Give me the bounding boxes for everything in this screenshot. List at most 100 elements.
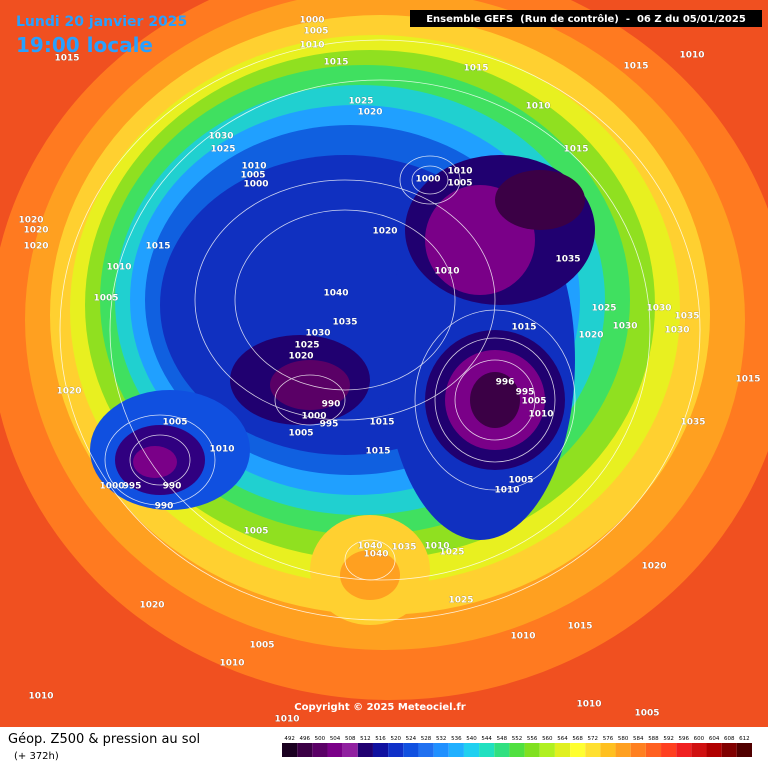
colorbar-cell — [600, 743, 616, 757]
isobar-label: 1040 — [357, 542, 382, 552]
isobar-label: 1035 — [674, 312, 699, 322]
isobar-label: 1000 — [243, 180, 268, 190]
colorbar-label: 572 — [588, 736, 599, 742]
isobar-label: 1040 — [363, 550, 388, 560]
isobar-label: 1010 — [510, 632, 535, 642]
colorbar-label: 560 — [542, 736, 553, 742]
colorbar-label: 492 — [284, 736, 295, 742]
isobar-label: 1025 — [591, 304, 616, 314]
colorbar-label: 548 — [497, 736, 508, 742]
isobar-label: 1035 — [555, 255, 580, 265]
colorbar-label: 612 — [739, 736, 750, 742]
colorbar-cell — [448, 743, 464, 757]
isobar-label: 1035 — [680, 418, 705, 428]
isobar-label: 1010 — [447, 167, 472, 177]
colorbar-label: 504 — [330, 736, 341, 742]
colorbar-cell — [676, 743, 692, 757]
isobar-label: 1030 — [305, 329, 330, 339]
isobar-label: 1010 — [576, 700, 601, 710]
isobar-label: 1005 — [249, 641, 274, 651]
colorbar-cell — [342, 743, 358, 757]
colorbar-cell — [388, 743, 404, 757]
isobar-label: 1035 — [391, 543, 416, 553]
isobar-label: 1005 — [508, 476, 533, 486]
isobar-label: 1015 — [463, 64, 488, 74]
colorbar-cell — [433, 743, 449, 757]
colorbar-label: 552 — [512, 736, 523, 742]
isobar-label: 1020 — [357, 108, 382, 118]
colorbar-label: 544 — [481, 736, 492, 742]
colorbar-cell — [312, 743, 328, 757]
colorbar-label: 508 — [345, 736, 356, 742]
isobar-label: 1020 — [23, 242, 48, 252]
colorbar-label: 520 — [390, 736, 401, 742]
isobar-label: 1010 — [434, 267, 459, 277]
colorbar-label: 496 — [299, 736, 310, 742]
colorbar-cell — [615, 743, 631, 757]
isobar-label: 1020 — [372, 227, 397, 237]
isobar-label: 1015 — [567, 622, 592, 632]
colorbar-cell — [585, 743, 601, 757]
isobar-label: 1025 — [439, 548, 464, 558]
colorbar-label: 540 — [466, 736, 477, 742]
isobar-label: 1010 — [494, 486, 519, 496]
isobar-label: 995 — [123, 482, 142, 492]
isobar-label: 1015 — [323, 58, 348, 68]
isobar-label: 1025 — [448, 596, 473, 606]
colorbar-label: 580 — [618, 736, 629, 742]
isobar-label: 1000 — [299, 16, 324, 26]
colorbar-label: 592 — [663, 736, 674, 742]
isobar-label: 1010 — [241, 162, 266, 172]
isobar-label: 1020 — [288, 352, 313, 362]
colorbar-cell — [494, 743, 510, 757]
colorbar-label: 500 — [315, 736, 326, 742]
isobar-label: 1020 — [578, 331, 603, 341]
isobar-label: 1020 — [18, 216, 43, 226]
colorbar-label: 604 — [709, 736, 720, 742]
colorbar-cell — [372, 743, 389, 757]
colorbar-label: 596 — [679, 736, 690, 742]
colorbar-cell — [736, 743, 752, 757]
copyright: Copyright © 2025 Meteociel.fr — [294, 702, 465, 713]
run-banner — [410, 10, 762, 27]
isobar-label: 1020 — [139, 601, 164, 611]
colorbar-cell — [418, 743, 434, 757]
isobar-label: 1025 — [348, 97, 373, 107]
isobar-label: 1015 — [365, 447, 390, 457]
colorbar-label: 584 — [633, 736, 644, 742]
isobar-label: 1010 — [28, 692, 53, 702]
isobar-label: 1005 — [240, 171, 265, 181]
colorbar-label: 532 — [436, 736, 447, 742]
colorbar-label: 608 — [724, 736, 735, 742]
isobar-label: 995 — [516, 388, 535, 398]
colorbar-cell — [463, 743, 480, 757]
colorbar-cell — [554, 743, 571, 757]
isobar-label: 1015 — [623, 62, 648, 72]
colorbar-label: 528 — [421, 736, 432, 742]
colorbar-label: 512 — [360, 736, 371, 742]
isobar-label: 1010 — [679, 51, 704, 61]
colorbar-label: 516 — [375, 736, 386, 742]
isobar-label: 1005 — [288, 429, 313, 439]
isobar-label: 990 — [322, 400, 341, 410]
colorbar-cell — [630, 743, 646, 757]
colorbar-label: 556 — [527, 736, 538, 742]
colorbar-cell — [327, 743, 343, 757]
footer-title: Géop. Z500 & pression au sol — [8, 732, 200, 747]
isobar-label: 1025 — [294, 341, 319, 351]
isobar-label: 1035 — [332, 318, 357, 328]
isobar-label: 1020 — [56, 387, 81, 397]
colorbar-cell — [403, 743, 419, 757]
isobar-label: 1010 — [299, 41, 324, 51]
colorbar-cell — [282, 743, 298, 757]
colorbar-cell — [479, 743, 495, 757]
map-time: 19:00 locale — [16, 33, 153, 57]
isobar-label: 1020 — [23, 226, 48, 236]
isobar-label: 1015 — [735, 375, 760, 385]
isobar-label: 1000 — [415, 175, 440, 185]
colorbar-label: 588 — [648, 736, 659, 742]
colorbar-cell — [524, 743, 540, 757]
colorbar-cell — [297, 743, 313, 757]
